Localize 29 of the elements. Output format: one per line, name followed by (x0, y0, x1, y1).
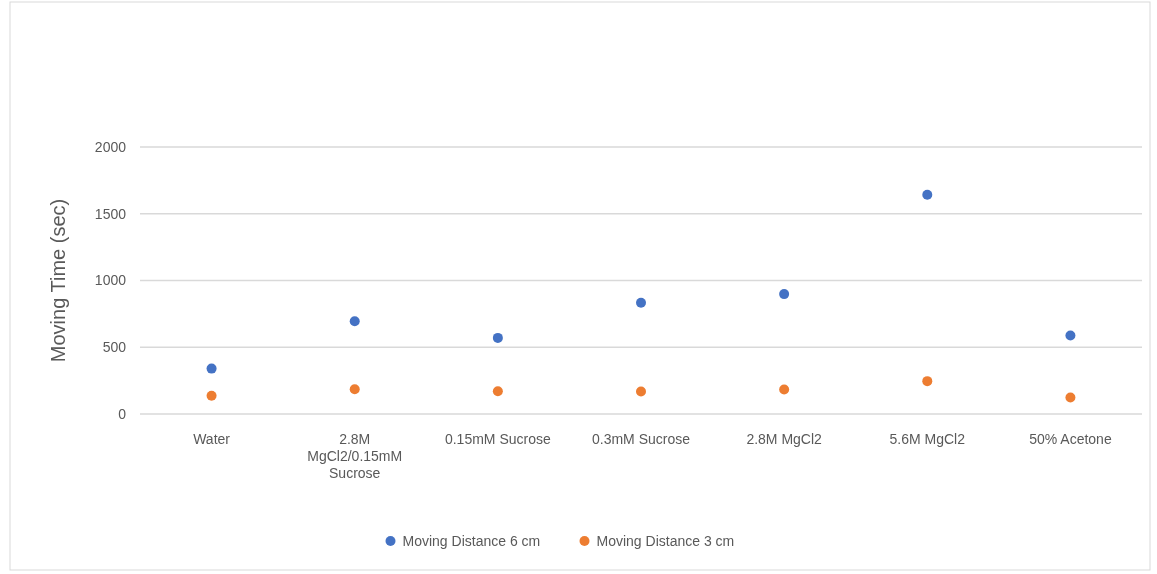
y-tick-label: 1500 (94, 205, 127, 222)
point (779, 289, 790, 300)
point (349, 316, 360, 327)
x-tick-label: Water (193, 431, 231, 447)
point (206, 390, 217, 401)
point (922, 189, 933, 200)
x-tick-label: 2.8M MgCl2/0.15mM Sucrose (307, 431, 403, 481)
y-tick-label: 1000 (94, 272, 127, 289)
y-axis-title: Moving Time (sec) (47, 198, 69, 363)
point (492, 386, 503, 397)
y-tick-label: 2000 (94, 138, 127, 155)
point (922, 376, 933, 387)
y-tick-label: 0 (118, 405, 127, 422)
legend-label: Moving Distance 6 cm (402, 532, 541, 549)
x-tick-label: 5.6M MgCl2 (889, 431, 966, 447)
x-tick-label: 0.3mM Sucrose (591, 431, 691, 447)
x-tick-label: 2.8M MgCl2 (746, 431, 823, 447)
x-tick-label: 50% Acetone (1029, 431, 1112, 447)
y-tick-label: 500 (102, 339, 127, 356)
point (492, 332, 503, 343)
point (779, 384, 790, 395)
point (1065, 392, 1076, 403)
point (636, 386, 646, 397)
point (636, 297, 646, 308)
point (349, 384, 360, 395)
point (206, 363, 217, 374)
x-tick-label: 0.15mM Sucrose (444, 431, 551, 447)
point (1065, 330, 1076, 341)
legend-label: Moving Distance 3 cm (596, 532, 735, 549)
